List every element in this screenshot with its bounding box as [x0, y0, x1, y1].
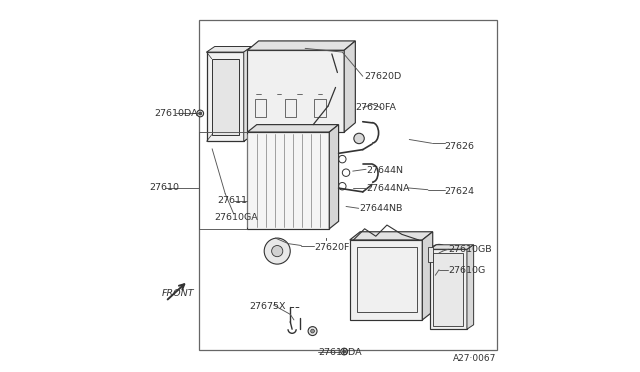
Text: 27610GB: 27610GB — [449, 246, 492, 254]
Circle shape — [316, 83, 324, 92]
Polygon shape — [344, 41, 355, 132]
Circle shape — [435, 250, 444, 259]
Circle shape — [331, 73, 344, 87]
Circle shape — [341, 348, 348, 355]
Polygon shape — [429, 245, 474, 249]
Text: FRONT: FRONT — [162, 289, 195, 298]
Circle shape — [308, 327, 317, 336]
Circle shape — [254, 83, 263, 92]
Text: 27620FA: 27620FA — [355, 103, 396, 112]
Text: 27610DA: 27610DA — [318, 348, 362, 357]
Text: A27·0067: A27·0067 — [453, 354, 497, 363]
Polygon shape — [422, 232, 433, 320]
Polygon shape — [428, 247, 433, 262]
Polygon shape — [248, 132, 330, 229]
Polygon shape — [248, 50, 344, 132]
Polygon shape — [248, 125, 339, 132]
Circle shape — [271, 246, 283, 257]
Circle shape — [354, 133, 364, 144]
Text: 27610GA: 27610GA — [214, 213, 258, 222]
Polygon shape — [349, 232, 433, 240]
Circle shape — [264, 238, 291, 264]
Bar — [199, 20, 497, 350]
Circle shape — [326, 44, 335, 53]
Text: 27626: 27626 — [445, 142, 475, 151]
Circle shape — [295, 83, 304, 92]
Polygon shape — [433, 253, 463, 326]
Text: 27610G: 27610G — [449, 266, 486, 275]
Circle shape — [342, 350, 346, 353]
Polygon shape — [244, 46, 252, 141]
Polygon shape — [467, 245, 474, 329]
Text: 27675X: 27675X — [250, 302, 286, 311]
Text: 27644NB: 27644NB — [359, 204, 403, 213]
Circle shape — [199, 112, 202, 115]
Circle shape — [310, 329, 314, 333]
Text: 27644NA: 27644NA — [367, 184, 410, 193]
Circle shape — [429, 244, 449, 265]
Polygon shape — [207, 52, 244, 141]
Polygon shape — [207, 46, 252, 52]
Text: 27610DA: 27610DA — [154, 109, 198, 118]
Polygon shape — [330, 125, 339, 229]
Polygon shape — [248, 41, 355, 50]
Text: 27624: 27624 — [445, 187, 475, 196]
Polygon shape — [429, 249, 467, 329]
Text: 27610: 27610 — [150, 183, 180, 192]
Circle shape — [197, 110, 204, 117]
Text: 27644N: 27644N — [367, 166, 403, 174]
Text: 27611: 27611 — [218, 196, 248, 205]
Text: 27620D: 27620D — [364, 72, 401, 81]
Polygon shape — [349, 240, 422, 320]
Text: 27620F: 27620F — [314, 243, 350, 252]
Polygon shape — [212, 59, 239, 135]
Circle shape — [275, 83, 284, 92]
